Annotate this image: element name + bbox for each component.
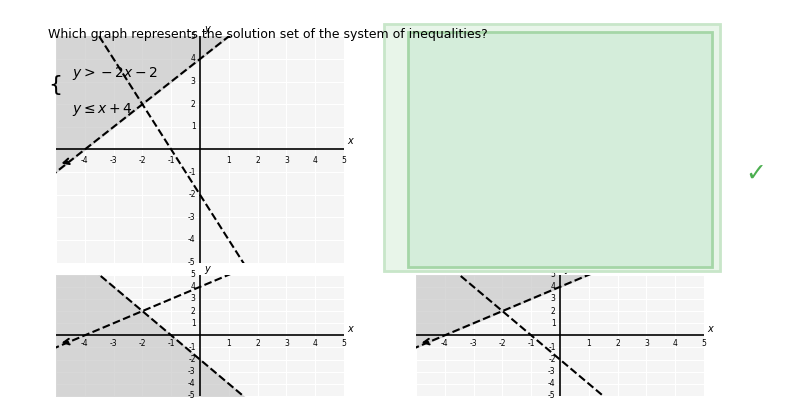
Text: 1: 1 — [586, 156, 591, 165]
Text: 1: 1 — [586, 339, 591, 348]
Text: 4: 4 — [673, 156, 678, 165]
Text: -4: -4 — [441, 156, 449, 165]
Text: x: x — [707, 324, 713, 334]
Text: -4: -4 — [81, 156, 89, 165]
Text: 1: 1 — [191, 319, 196, 328]
Text: x: x — [707, 136, 713, 146]
Text: 2: 2 — [191, 307, 196, 316]
Text: -5: -5 — [548, 391, 556, 400]
Text: -2: -2 — [188, 190, 196, 199]
Text: 5: 5 — [342, 339, 346, 348]
Text: -4: -4 — [548, 379, 556, 388]
Text: 2: 2 — [255, 339, 260, 348]
Text: -2: -2 — [138, 156, 146, 165]
Text: -2: -2 — [548, 355, 556, 364]
Text: ✓: ✓ — [746, 162, 766, 186]
Text: -1: -1 — [188, 168, 196, 177]
Text: 3: 3 — [644, 156, 649, 165]
Text: -2: -2 — [498, 156, 506, 165]
Text: $\{$: $\{$ — [48, 73, 62, 97]
Text: Which graph represents the solution set of the system of inequalities?: Which graph represents the solution set … — [48, 28, 488, 41]
Text: -3: -3 — [548, 213, 556, 222]
Text: 4: 4 — [191, 55, 196, 63]
Text: y: y — [204, 24, 210, 34]
Text: -4: -4 — [548, 236, 556, 244]
Text: -1: -1 — [167, 156, 175, 165]
Text: 5: 5 — [551, 32, 556, 41]
Text: -1: -1 — [527, 156, 535, 165]
Text: 3: 3 — [551, 295, 556, 303]
Text: -4: -4 — [81, 339, 89, 348]
Text: -1: -1 — [188, 343, 196, 352]
Text: -2: -2 — [548, 190, 556, 199]
Text: $y \leq x + 4$: $y \leq x + 4$ — [72, 101, 133, 118]
Text: -1: -1 — [527, 339, 535, 348]
Text: -1: -1 — [548, 343, 556, 352]
Text: -5: -5 — [548, 258, 556, 267]
Text: 2: 2 — [551, 100, 556, 109]
Text: -3: -3 — [548, 367, 556, 376]
Text: 4: 4 — [313, 339, 318, 348]
Text: -4: -4 — [441, 339, 449, 348]
Text: -1: -1 — [548, 168, 556, 177]
Text: 2: 2 — [551, 307, 556, 316]
Text: 4: 4 — [313, 156, 318, 165]
Text: 3: 3 — [644, 339, 649, 348]
Text: y: y — [564, 263, 570, 274]
Text: y: y — [204, 263, 210, 274]
Text: 3: 3 — [551, 77, 556, 86]
Text: 4: 4 — [191, 282, 196, 291]
Text: 5: 5 — [551, 270, 556, 279]
Text: -1: -1 — [167, 339, 175, 348]
Text: -5: -5 — [188, 258, 196, 267]
Text: -3: -3 — [188, 367, 196, 376]
Text: 1: 1 — [551, 319, 556, 328]
Text: -3: -3 — [470, 156, 478, 165]
Text: 3: 3 — [191, 295, 196, 303]
Text: 1: 1 — [551, 122, 556, 131]
Text: -3: -3 — [110, 339, 118, 348]
Text: 2: 2 — [255, 156, 260, 165]
Text: 4: 4 — [551, 282, 556, 291]
Text: 5: 5 — [342, 156, 346, 165]
Text: 2: 2 — [191, 100, 196, 109]
Text: -3: -3 — [470, 339, 478, 348]
Text: -5: -5 — [188, 391, 196, 400]
Text: y: y — [564, 24, 570, 34]
Text: 4: 4 — [673, 339, 678, 348]
Text: 5: 5 — [702, 156, 706, 165]
Text: 2: 2 — [615, 156, 620, 165]
Text: -2: -2 — [138, 339, 146, 348]
Text: -4: -4 — [188, 379, 196, 388]
Text: 5: 5 — [702, 339, 706, 348]
Text: 1: 1 — [226, 156, 231, 165]
Text: -2: -2 — [498, 339, 506, 348]
Text: 1: 1 — [191, 122, 196, 131]
Text: 4: 4 — [551, 55, 556, 63]
Text: -4: -4 — [188, 236, 196, 244]
Text: 3: 3 — [284, 339, 289, 348]
Text: 2: 2 — [615, 339, 620, 348]
Text: 5: 5 — [191, 32, 196, 41]
Text: $y > -2x - 2$: $y > -2x - 2$ — [72, 65, 158, 82]
Text: -3: -3 — [110, 156, 118, 165]
Text: x: x — [347, 136, 353, 146]
Text: 1: 1 — [226, 339, 231, 348]
Text: 3: 3 — [284, 156, 289, 165]
Text: -3: -3 — [188, 213, 196, 222]
Text: x: x — [347, 324, 353, 334]
Text: 5: 5 — [191, 270, 196, 279]
Text: -2: -2 — [188, 355, 196, 364]
Text: 3: 3 — [191, 77, 196, 86]
